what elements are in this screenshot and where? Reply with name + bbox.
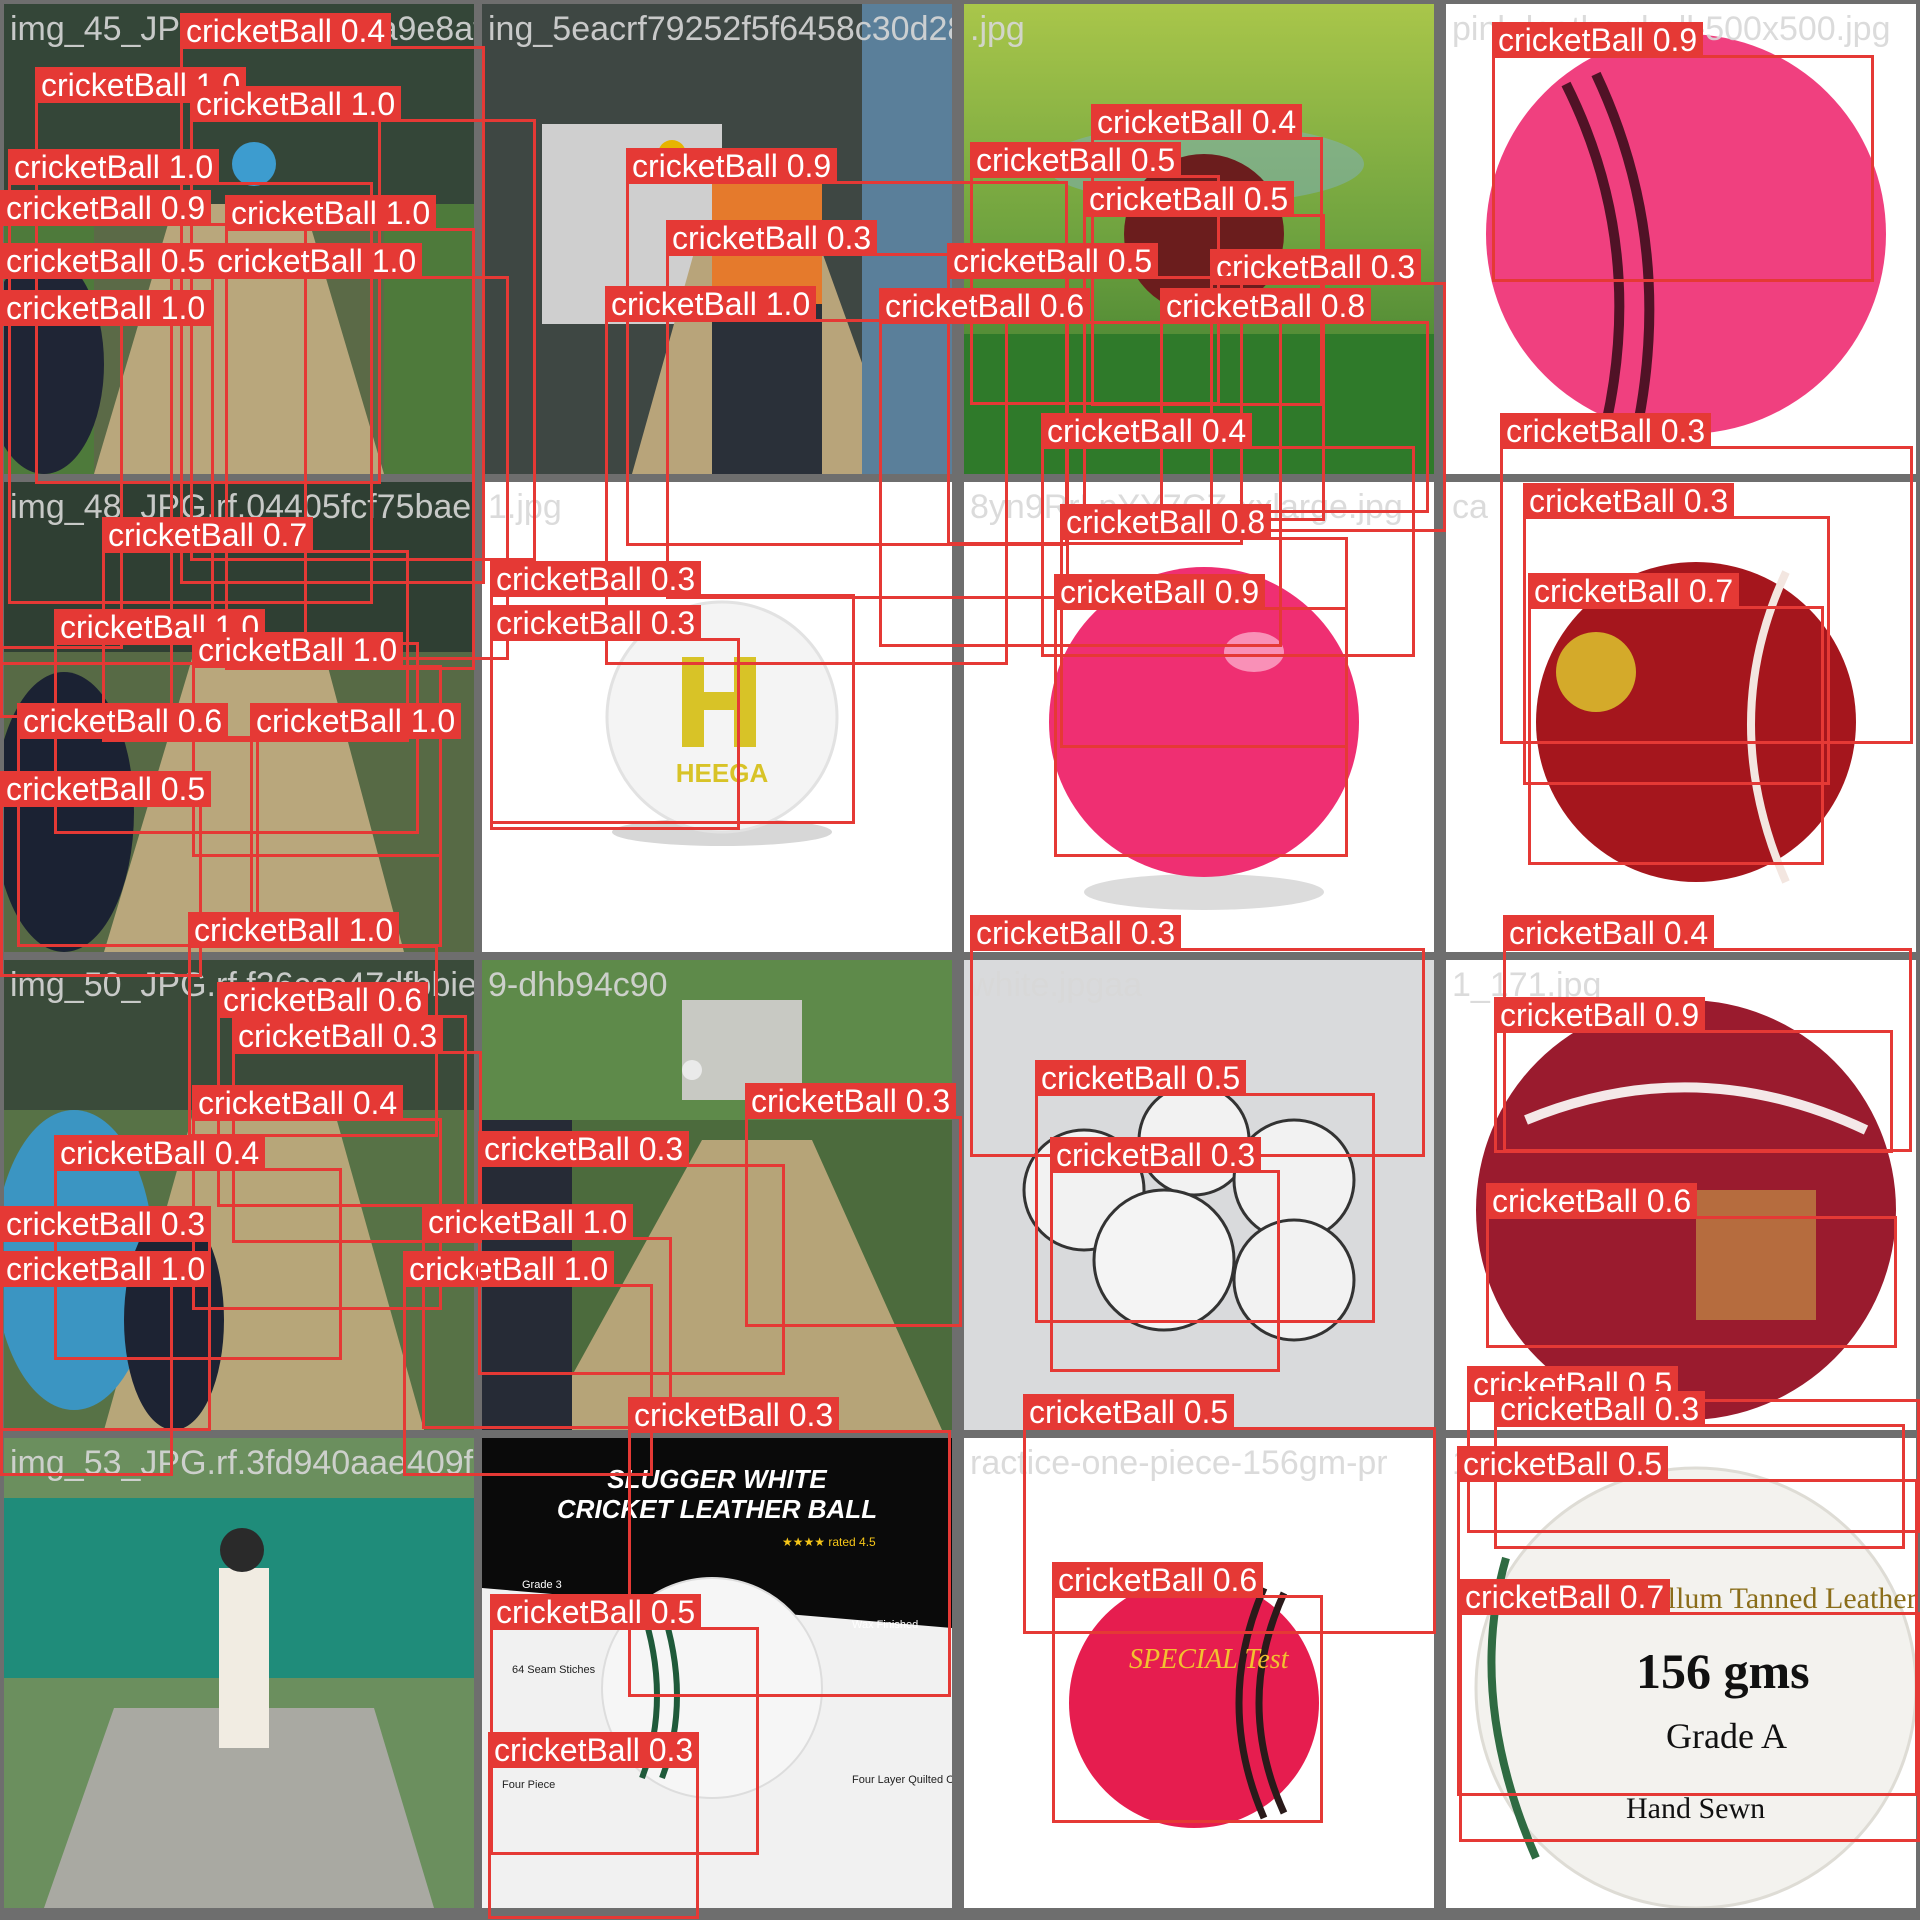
- tile-white-heega: HEEGA 1.jpg: [482, 482, 952, 952]
- photo-nets-wide: [482, 960, 952, 1430]
- photo-white-heega: HEEGA: [482, 482, 952, 952]
- allum-print-3: Grade A: [1666, 1716, 1787, 1756]
- photo-nets-bowler-2: [4, 482, 474, 952]
- ad-rating: ★★★★ rated 4.5: [782, 1535, 876, 1549]
- photo-nets-bowler: [4, 4, 474, 474]
- tile-pink-ball: pink-leather-ball-500x500.jpg: [1446, 4, 1916, 474]
- allum-print-1: Allum Tanned Leather: [1646, 1582, 1916, 1615]
- ad-title-2: CRICKET LEATHER BALL: [557, 1494, 877, 1524]
- tile-nets-batter: ing_5eacrf79252f5f6458c30d28bb08d87b8fc: [482, 4, 952, 474]
- photo-nets-bowler-3: [4, 960, 474, 1430]
- photo-pink-ball: [1446, 4, 1916, 474]
- photo-pink-special: SPECIAL Test: [964, 1438, 1434, 1908]
- photo-white-balls: [964, 960, 1434, 1430]
- photo-red-ball: [1446, 482, 1916, 952]
- special-print: SPECIAL Test: [1129, 1644, 1290, 1675]
- allum-print-2: 156 gms: [1636, 1643, 1810, 1699]
- tile-nets-bowler-3: img_50_JPG.rf.f26cac47dfbbied9439903b9fc…: [4, 960, 474, 1430]
- ad-title-1: SLUGGER WHITE: [607, 1464, 827, 1494]
- tile-slugger-ad: SLUGGER WHITE CRICKET LEATHER BALL ★★★★ …: [482, 1438, 952, 1908]
- photo-nets-batter: [482, 4, 952, 474]
- photo-red-ball-2: [1446, 960, 1916, 1430]
- tile-pink-special: SPECIAL Test ractice-one-piece-156gm-pr: [964, 1438, 1434, 1908]
- allum-print-4: Hand Sewn: [1626, 1792, 1765, 1825]
- ad-grade: Grade 3: [522, 1579, 562, 1591]
- tile-nets-wide: 9-dhb94c90: [482, 960, 952, 1430]
- photo-pink-plastic: [964, 482, 1434, 952]
- tile-white-balls: white.jpgaa: [964, 960, 1434, 1430]
- tile-pink-plastic: 8yn9RrLpYY7CZ-xxlarge.jpg: [964, 482, 1434, 952]
- photo-white-allum: Allum Tanned Leather 156 gms Grade A Han…: [1446, 1438, 1916, 1908]
- ad-annotation-3: Four Piece: [502, 1779, 555, 1791]
- ad-annotation-2: 64 Seam Stiches: [512, 1664, 596, 1676]
- ad-annotation-1: Wax Finished: [852, 1619, 918, 1631]
- tile-red-ball-2: 1_171.jpg: [1446, 960, 1916, 1430]
- tile-nets-bowler: img_45_JPG.rf.90189d9a9e8af4768: [4, 4, 474, 474]
- photo-batter-crease: [4, 1438, 474, 1908]
- tile-batter-crease: img_53_JPG.rf.3fd940aae409f6834a3d2dc88b: [4, 1438, 474, 1908]
- heega-print: HEEGA: [676, 758, 769, 788]
- photo-grass-ball: [964, 4, 1434, 474]
- tile-white-allum: Allum Tanned Leather 156 gms Grade A Han…: [1446, 1438, 1916, 1908]
- tile-grass-ball: .jpg: [964, 4, 1434, 474]
- photo-slugger-ad: SLUGGER WHITE CRICKET LEATHER BALL ★★★★ …: [482, 1438, 952, 1908]
- tile-nets-bowler-2: img_48_JPG.rf.04405fcf75bae26-1f0089f306…: [4, 482, 474, 952]
- ad-annotation-4: Four Layer Quilted Center: [852, 1774, 952, 1786]
- tile-red-ball: ca: [1446, 482, 1916, 952]
